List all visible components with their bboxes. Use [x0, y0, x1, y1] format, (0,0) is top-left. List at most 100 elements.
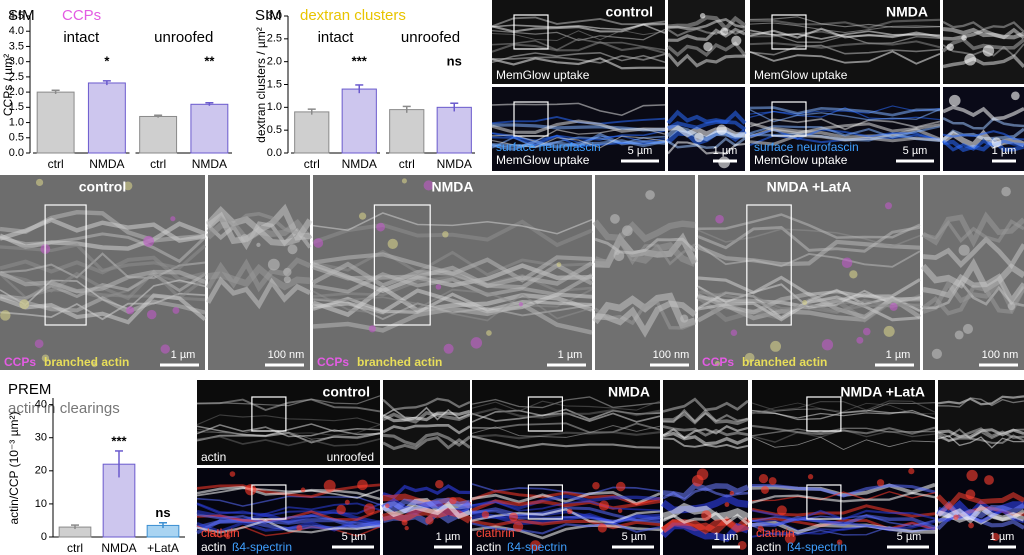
blob: [730, 329, 738, 337]
fiber: [312, 262, 593, 290]
blob: [768, 477, 777, 485]
condition-label: NMDA +LatA: [767, 179, 852, 195]
blob: [770, 340, 782, 352]
channel-label: surface neurofascin: [754, 140, 859, 154]
blob: [592, 481, 600, 490]
blob: [876, 479, 885, 487]
bar: [139, 115, 178, 154]
group-label: intact: [318, 29, 355, 46]
fiber: [0, 269, 206, 294]
fiber: [382, 435, 471, 451]
blob: [556, 262, 562, 268]
y-tick-label: 0.5: [267, 124, 282, 136]
blob: [966, 469, 978, 482]
fiber: [196, 424, 381, 438]
fiber: [471, 396, 661, 409]
channel-label: MemGlow uptake: [754, 153, 848, 167]
chart-title: SIM: [8, 7, 35, 24]
blob: [784, 532, 796, 544]
blob: [172, 306, 180, 314]
fiber: [936, 491, 1024, 511]
fiber: [941, 37, 1024, 53]
fiber: [942, 137, 1024, 153]
fiber: [920, 257, 1024, 294]
blob: [946, 43, 954, 51]
fiber: [196, 487, 381, 499]
blob: [336, 504, 346, 515]
fiber: [592, 292, 697, 329]
fiber: [471, 521, 661, 535]
scale-label: 1 µm: [886, 349, 911, 361]
fiber: [751, 509, 936, 522]
fiber: [491, 28, 666, 42]
fiber: [594, 237, 697, 255]
fiber: [666, 41, 747, 58]
blob: [283, 267, 292, 277]
fiber: [752, 483, 936, 498]
fiber: [697, 213, 921, 239]
fiber: [205, 257, 312, 293]
significance: ns: [155, 505, 170, 520]
fiber: [381, 501, 471, 520]
significance: ***: [352, 53, 368, 68]
fiber: [196, 485, 381, 501]
scale-label: 1 µm: [990, 531, 1015, 543]
blob: [19, 299, 30, 310]
blob: [423, 180, 434, 191]
blob: [518, 302, 524, 307]
fiber: [312, 274, 593, 298]
chart-title: SIM: [255, 7, 282, 24]
chart-title: PREM: [8, 381, 51, 398]
bar: [341, 88, 377, 154]
blob: [287, 244, 298, 255]
fiber: [491, 139, 666, 151]
blob: [296, 524, 303, 531]
bar: [87, 82, 126, 154]
y-tick-label: 30: [35, 432, 47, 444]
blob: [802, 300, 808, 306]
channel-label: actin: [476, 540, 501, 554]
blob: [621, 225, 633, 237]
fiber: [471, 400, 661, 412]
fiber: [922, 219, 1024, 244]
fiber: [311, 261, 594, 289]
fiber: [471, 508, 661, 524]
blob: [908, 468, 915, 475]
fiber: [662, 397, 749, 413]
blob: [991, 137, 1002, 148]
blob: [401, 519, 408, 526]
blob: [953, 514, 959, 520]
fiber: [196, 424, 381, 436]
blob: [143, 235, 155, 247]
blob: [849, 270, 858, 279]
blob: [699, 13, 706, 19]
blob: [470, 337, 483, 349]
blob: [715, 214, 724, 224]
blob: [256, 242, 261, 247]
blob: [954, 330, 964, 340]
blob: [229, 471, 236, 477]
fiber: [471, 518, 661, 530]
fiber: [471, 490, 661, 506]
blob: [313, 238, 324, 248]
blob: [344, 499, 350, 505]
channel-label: MemGlow uptake: [496, 153, 590, 167]
roi-box: [44, 204, 87, 326]
fiber: [749, 50, 941, 65]
y-axis-label: actin/CCP (10⁻³ µm²): [7, 411, 21, 524]
roi-box: [251, 396, 287, 432]
legend-label: branched actin: [357, 355, 442, 369]
channel-label: clathrin: [756, 526, 795, 540]
fiber: [196, 518, 381, 535]
fiber: [937, 434, 1024, 444]
blob: [691, 474, 704, 487]
micrograph: [698, 175, 920, 370]
blob: [41, 354, 50, 362]
fiber: [492, 53, 666, 64]
scale-label: 1 µm: [171, 349, 196, 361]
blob: [267, 258, 280, 271]
significance: *: [104, 53, 110, 68]
blob: [34, 339, 44, 349]
fiber: [942, 54, 1024, 69]
fiber: [666, 109, 747, 125]
